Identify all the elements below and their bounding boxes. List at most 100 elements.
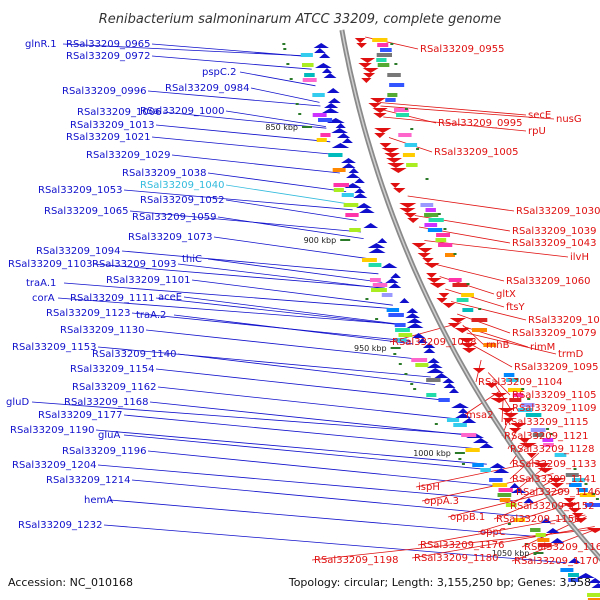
gene-label-right[interactable]: ilvH: [570, 252, 589, 263]
gene-label-left[interactable]: traA.2: [136, 310, 166, 321]
gene-label-right[interactable]: RSal33209_1146: [516, 487, 600, 498]
gene-label-right[interactable]: rpU: [528, 126, 546, 137]
gene-label-left[interactable]: RSal33209_1006: [77, 107, 161, 118]
gene-label-right[interactable]: RSal33209_1095: [514, 362, 598, 373]
gene-label-right[interactable]: RSal33209_1030: [516, 206, 600, 217]
gene-label-right[interactable]: oppC: [480, 527, 506, 538]
gene-label-left[interactable]: RSal33209_0965: [66, 39, 150, 50]
gene-label-right[interactable]: RSal33209_1060: [506, 276, 590, 287]
gene-label-right[interactable]: RSal33209_1167: [524, 542, 600, 553]
gene-label-right[interactable]: trmD: [558, 349, 584, 360]
scale-label: 1000 kbp: [413, 449, 451, 458]
gene-label-right[interactable]: RSal33209_1043: [512, 238, 596, 249]
gene-label-left[interactable]: RSal33209_1029: [86, 150, 170, 161]
gene-label-left[interactable]: thiC: [182, 254, 202, 265]
right-feature-tile: [377, 43, 389, 47]
gene-label-right[interactable]: RSal33209_1005: [434, 147, 518, 158]
left-strand-gene-arrow: [390, 273, 401, 278]
gene-label-left[interactable]: RSal33209_1162: [72, 382, 156, 393]
gene-label-left[interactable]: RSal33209_1093: [92, 259, 176, 270]
gene-label-right[interactable]: RSal33209_0995: [438, 118, 522, 129]
gene-label-left[interactable]: RSal33209_1214: [46, 475, 130, 486]
gene-label-left[interactable]: RSal33209_1190: [10, 425, 94, 436]
gene-label-left[interactable]: RSal33209_1204: [12, 460, 96, 471]
gene-label-right[interactable]: msa2: [466, 410, 493, 421]
gene-label-left[interactable]: RSal33209_1021: [66, 132, 150, 143]
gene-label-right[interactable]: ftsY: [506, 302, 525, 313]
gene-label-left[interactable]: RSal33209_1177: [38, 410, 122, 421]
gene-label-left[interactable]: RSal33209_1052: [140, 195, 224, 206]
gene-label-left[interactable]: RSal33209_1140: [92, 349, 176, 360]
gene-label-left[interactable]: RSal33209_1123: [46, 308, 130, 319]
gene-label-left[interactable]: RSal33209_1168: [64, 397, 148, 408]
tick-dot: [453, 253, 457, 255]
gene-label-left[interactable]: RSal33209_1040: [140, 180, 224, 191]
gene-label-right[interactable]: RSal33209_1121: [504, 431, 588, 442]
gene-label-right[interactable]: RSal33209_1158: [496, 514, 580, 525]
gene-label-right[interactable]: RSal33209_0955: [420, 44, 504, 55]
left-feature-tile: [381, 293, 393, 297]
gene-label-left[interactable]: RSal33209_1038: [122, 168, 206, 179]
gene-label-left[interactable]: RSal33209_1013: [70, 120, 154, 131]
gene-label-right[interactable]: RSal33209_1109: [512, 403, 596, 414]
gene-label-left[interactable]: RSal33209_0972: [66, 51, 150, 62]
gene-label-left[interactable]: hemA: [84, 495, 113, 506]
gene-label-right[interactable]: RSal33209_1152: [510, 501, 594, 512]
gene-label-right[interactable]: rnhB: [486, 340, 510, 351]
gene-label-left[interactable]: traA.1: [26, 278, 56, 289]
gene-label-left[interactable]: RSal33209_0984: [165, 83, 249, 94]
gene-label-right[interactable]: RSal33209_1079: [512, 328, 596, 339]
gene-label-left[interactable]: RSal33209_1111: [70, 293, 154, 304]
gene-label-left[interactable]: RSal33209_1101: [106, 275, 190, 286]
gene-label-right[interactable]: ispH: [418, 482, 440, 493]
gene-label-right[interactable]: RSal33209_1170: [514, 556, 598, 567]
gene-label-left[interactable]: corA: [32, 293, 55, 304]
gene-label-left[interactable]: RSal33209_1000: [140, 106, 224, 117]
leader-line: [183, 296, 403, 325]
gene-label-left[interactable]: RSal33209_1073: [128, 232, 212, 243]
gene-label-left[interactable]: RSal33209_1053: [38, 185, 122, 196]
tick-dot: [466, 283, 470, 285]
gene-label-right[interactable]: RSal33209_1176: [420, 540, 504, 551]
map-title: Renibacterium salmoninarum ATCC 33209, c…: [99, 12, 502, 27]
leader-line: [57, 297, 403, 325]
gene-label-right[interactable]: oppB.1: [450, 512, 485, 523]
gene-label-left[interactable]: aceE: [158, 292, 182, 303]
gene-label-left[interactable]: RSal33209_1130: [60, 325, 144, 336]
gene-label-right[interactable]: RSal33209_1039: [512, 226, 596, 237]
gene-label-right[interactable]: RSal33209_1098: [392, 337, 476, 348]
gene-label-right[interactable]: RSal33209_1115: [504, 417, 588, 428]
right-feature-tile: [507, 388, 523, 392]
gene-label-right[interactable]: rimM: [530, 342, 555, 353]
gene-label-right[interactable]: gltX: [496, 289, 516, 300]
gene-label-right[interactable]: RSal33209_1074: [528, 315, 600, 326]
gene-label-right[interactable]: secE: [528, 110, 551, 121]
gene-label-right[interactable]: RSal33209_1128: [510, 444, 594, 455]
gene-label-right[interactable]: RSal33209_1180: [414, 553, 498, 564]
gene-label-left[interactable]: gluA: [98, 430, 120, 441]
tick-dot: [390, 43, 394, 45]
right-strand-gene-arrow: [374, 128, 392, 133]
gene-label-left[interactable]: pspC.2: [202, 67, 236, 78]
gene-label-left[interactable]: glnR.1: [25, 39, 57, 50]
gene-label-left[interactable]: RSal33209_1153: [12, 342, 96, 353]
right-strand-gene-arrow: [574, 518, 588, 523]
gene-label-left[interactable]: RSal33209_1232: [18, 520, 102, 531]
gene-label-left[interactable]: RSal33209_1094: [36, 246, 120, 257]
gene-label-right[interactable]: oppA.3: [424, 496, 459, 507]
gene-label-left[interactable]: RSal33209_1065: [44, 206, 128, 217]
gene-label-right[interactable]: RSal33209_1141: [512, 474, 596, 485]
gene-label-left[interactable]: RSal33209_0996: [62, 86, 146, 97]
gene-label-left[interactable]: RSal33209_1059: [132, 212, 216, 223]
right-strand-gene-arrow: [381, 148, 400, 153]
gene-label-right[interactable]: RSal33209_1198: [314, 555, 398, 566]
gene-label-left[interactable]: RSal33209_1154: [70, 364, 154, 375]
leader-line: [457, 313, 511, 334]
gene-label-left[interactable]: RSal33209_1103: [8, 259, 92, 270]
gene-label-right[interactable]: nusG: [556, 114, 582, 125]
gene-label-right[interactable]: RSal33209_1133: [512, 459, 596, 470]
gene-label-right[interactable]: RSal33209_1105: [512, 390, 596, 401]
gene-label-left[interactable]: RSal33209_1196: [62, 446, 146, 457]
gene-label-left[interactable]: gluD: [6, 397, 29, 408]
gene-label-right[interactable]: RSal33209_1104: [478, 377, 562, 388]
